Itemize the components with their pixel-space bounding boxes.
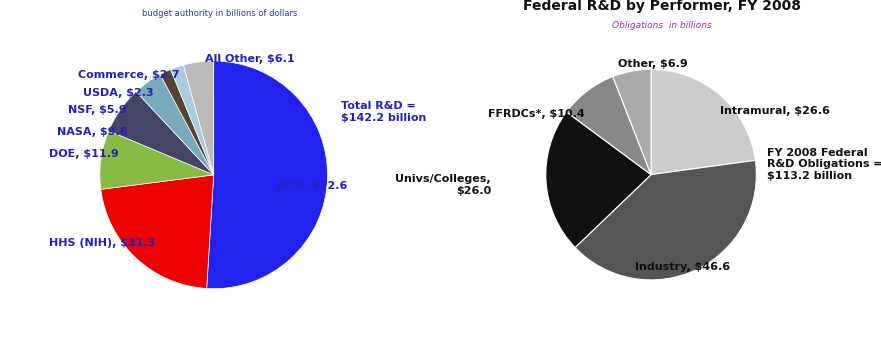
Text: DOD, $72.6: DOD, $72.6: [277, 181, 348, 191]
Text: Intramural, $26.6: Intramural, $26.6: [720, 106, 829, 117]
Text: HHS (NIH), $31.3: HHS (NIH), $31.3: [48, 238, 155, 248]
Text: Other, $6.9: Other, $6.9: [618, 59, 688, 69]
Wedge shape: [108, 92, 214, 175]
Wedge shape: [160, 69, 214, 175]
Text: FY 2008 Federal
R&D Obligations =
$113.2 billion: FY 2008 Federal R&D Obligations = $113.2…: [766, 148, 881, 181]
Text: Industry, $46.6: Industry, $46.6: [635, 262, 730, 272]
Wedge shape: [651, 69, 755, 175]
Text: budget authority in billions of dollars: budget authority in billions of dollars: [142, 9, 297, 18]
Text: FFRDCs*, $10.4: FFRDCs*, $10.4: [488, 109, 585, 119]
Wedge shape: [566, 77, 651, 175]
Text: Univs/Colleges,
$26.0: Univs/Colleges, $26.0: [396, 174, 491, 196]
Text: USDA, $2.3: USDA, $2.3: [83, 88, 153, 98]
Text: NSF, $5.9: NSF, $5.9: [68, 105, 127, 115]
Text: Obligations  in billions: Obligations in billions: [611, 21, 712, 30]
Text: All Other, $6.1: All Other, $6.1: [204, 54, 294, 64]
Wedge shape: [171, 65, 214, 175]
Text: Federal R&D by Performer, FY 2008: Federal R&D by Performer, FY 2008: [522, 0, 801, 13]
Text: Total R&D =
$142.2 billion: Total R&D = $142.2 billion: [341, 101, 426, 123]
Wedge shape: [207, 61, 328, 289]
Wedge shape: [100, 131, 214, 189]
Wedge shape: [546, 112, 651, 248]
Text: DOE, $11.9: DOE, $11.9: [48, 149, 118, 159]
Wedge shape: [183, 61, 214, 175]
Wedge shape: [100, 175, 214, 289]
Wedge shape: [613, 69, 651, 175]
Wedge shape: [136, 74, 214, 175]
Wedge shape: [575, 160, 757, 280]
Text: Commerce, $2.7: Commerce, $2.7: [78, 70, 179, 80]
Text: NASA, $9.6: NASA, $9.6: [56, 127, 127, 137]
